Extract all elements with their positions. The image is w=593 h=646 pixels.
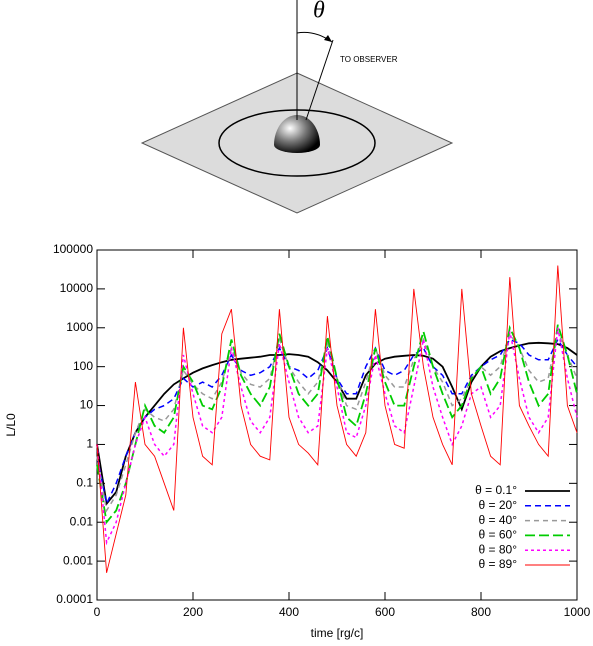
series-line	[96, 327, 578, 546]
y-axis-label: L/L0	[4, 413, 18, 437]
y-tick-label: 0.1	[76, 476, 93, 490]
y-tick-label: 10	[80, 398, 94, 412]
legend-label: θ = 0.1°	[475, 483, 517, 497]
y-tick-label: 10000	[60, 281, 94, 295]
series-line	[96, 328, 578, 513]
legend-label: θ = 40°	[479, 513, 518, 527]
legend-label: θ = 89°	[479, 557, 518, 571]
observer-line	[305, 39, 334, 121]
legend-label: θ = 80°	[479, 542, 518, 556]
x-tick-label: 600	[375, 605, 395, 619]
x-tick-label: 800	[471, 605, 491, 619]
x-tick-label: 0	[94, 605, 101, 619]
y-tick-label: 0.001	[63, 553, 93, 567]
legend-label: θ = 60°	[479, 528, 518, 542]
y-tick-label: 100000	[53, 242, 93, 256]
y-tick-label: 100	[73, 359, 93, 373]
series-line	[96, 324, 578, 525]
arrow-label: TO OBSERVER	[340, 55, 398, 64]
x-tick-label: 1000	[564, 605, 591, 619]
arrow-head	[324, 35, 332, 42]
angle-label: θ	[313, 0, 325, 24]
diagram: θ TO OBSERVER	[140, 0, 454, 214]
y-tick-label: 1	[86, 437, 93, 451]
black-hole	[274, 115, 320, 153]
x-axis-label: time [rg/c]	[311, 626, 364, 640]
series-line	[96, 265, 578, 573]
y-tick-label: 1000	[66, 320, 93, 334]
y-tick-label: 0.0001	[56, 592, 93, 606]
y-tick-label: 0.01	[70, 514, 94, 528]
legend-label: θ = 20°	[479, 498, 518, 512]
plot-frame	[96, 249, 578, 601]
x-tick-label: 200	[183, 605, 203, 619]
x-tick-label: 400	[279, 605, 299, 619]
